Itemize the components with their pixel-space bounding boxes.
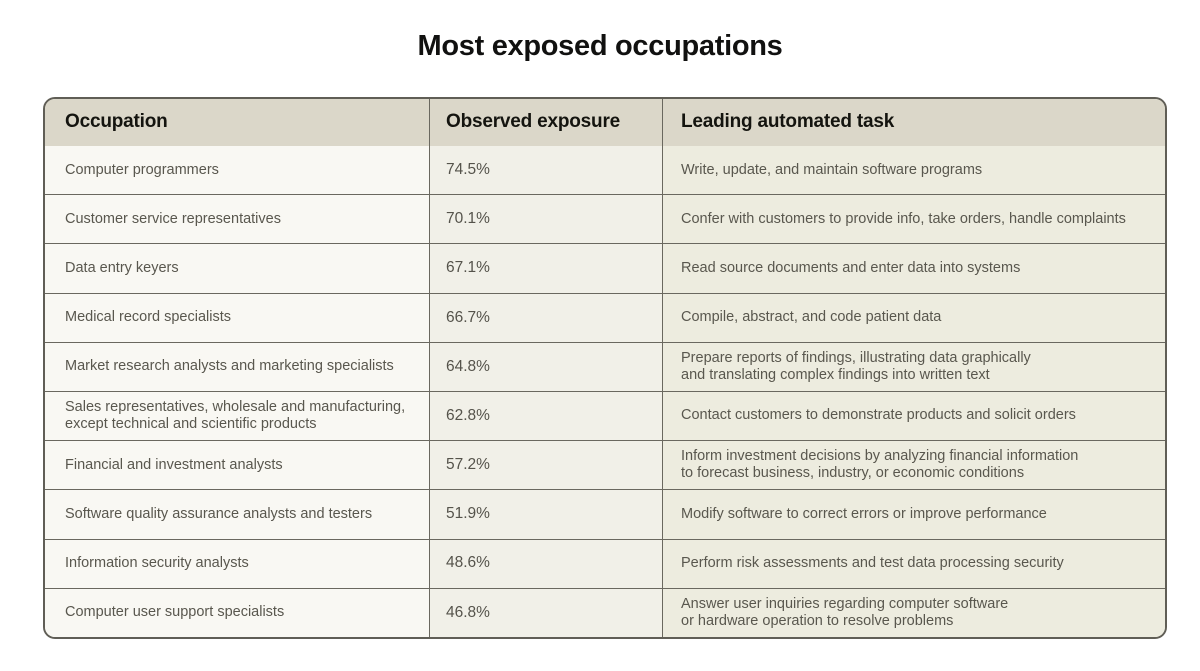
- column-header-leading-automated-task: Leading automated task: [662, 99, 1165, 146]
- task-cell: Read source documents and enter data int…: [662, 244, 1165, 293]
- task-cell: Write, update, and maintain software pro…: [662, 146, 1165, 195]
- occupation-cell: Market research analysts and marketing s…: [45, 342, 429, 391]
- table-row: Information security analysts 48.6% Perfor…: [45, 538, 1165, 588]
- table-row: Medical record specialists 66.7% Compile, …: [45, 292, 1165, 342]
- occupation-cell: Computer programmers: [45, 146, 429, 195]
- table-header-row: Occupation Observed exposure Leading aut…: [45, 99, 1165, 146]
- occupation-cell: Software quality assurance analysts and …: [45, 490, 429, 539]
- task-cell: Inform investment decisions by analyzing…: [662, 441, 1165, 490]
- occupation-cell: Information security analysts: [45, 539, 429, 588]
- exposure-cell: 57.2%: [429, 441, 662, 490]
- task-cell: Prepare reports of findings, illustratin…: [662, 342, 1165, 391]
- exposure-cell: 74.5%: [429, 146, 662, 195]
- page-title: Most exposed occupations: [417, 30, 783, 62]
- table-row: Data entry keyers 67.1% Read source docume…: [45, 243, 1165, 293]
- task-cell: Compile, abstract, and code patient data: [662, 293, 1165, 342]
- table-row: Market research analysts and marketing s…: [45, 341, 1165, 391]
- table-row: Customer service representatives 70.1% Con…: [45, 194, 1165, 244]
- exposure-cell: 66.7%: [429, 293, 662, 342]
- exposure-cell: 62.8%: [429, 391, 662, 441]
- occupation-cell: Customer service representatives: [45, 195, 429, 244]
- column-header-observed-exposure: Observed exposure: [429, 99, 662, 146]
- table-row: Sales representatives, wholesale and man…: [45, 390, 1165, 441]
- table-row: Computer programmers 74.5% Write, update, …: [45, 146, 1165, 195]
- table-row: Financial and investment analysts 57.2% In…: [45, 440, 1165, 490]
- occupation-cell: Computer user support specialists: [45, 588, 429, 637]
- exposure-table: Occupation Observed exposure Leading aut…: [43, 97, 1167, 639]
- task-cell: Confer with customers to provide info, t…: [662, 195, 1165, 244]
- exposure-cell: 48.6%: [429, 539, 662, 588]
- table-body: Computer programmers 74.5% Write, update, …: [45, 146, 1165, 637]
- exposure-cell: 51.9%: [429, 490, 662, 539]
- exposure-cell: 64.8%: [429, 342, 662, 391]
- task-cell: Modify software to correct errors or imp…: [662, 490, 1165, 539]
- occupation-cell: Medical record specialists: [45, 293, 429, 342]
- occupation-cell: Financial and investment analysts: [45, 441, 429, 490]
- exposure-cell: 46.8%: [429, 588, 662, 637]
- occupation-cell: Data entry keyers: [45, 244, 429, 293]
- exposure-cell: 67.1%: [429, 244, 662, 293]
- table-row: Software quality assurance analysts and …: [45, 489, 1165, 539]
- task-cell: Contact customers to demonstrate product…: [662, 391, 1165, 441]
- table-row: Computer user support specialists 46.8% An…: [45, 587, 1165, 637]
- column-header-occupation: Occupation: [45, 99, 429, 146]
- occupation-cell: Sales representatives, wholesale and man…: [45, 391, 429, 441]
- task-cell: Perform risk assessments and test data p…: [662, 539, 1165, 588]
- exposure-cell: 70.1%: [429, 195, 662, 244]
- task-cell: Answer user inquiries regarding computer…: [662, 588, 1165, 637]
